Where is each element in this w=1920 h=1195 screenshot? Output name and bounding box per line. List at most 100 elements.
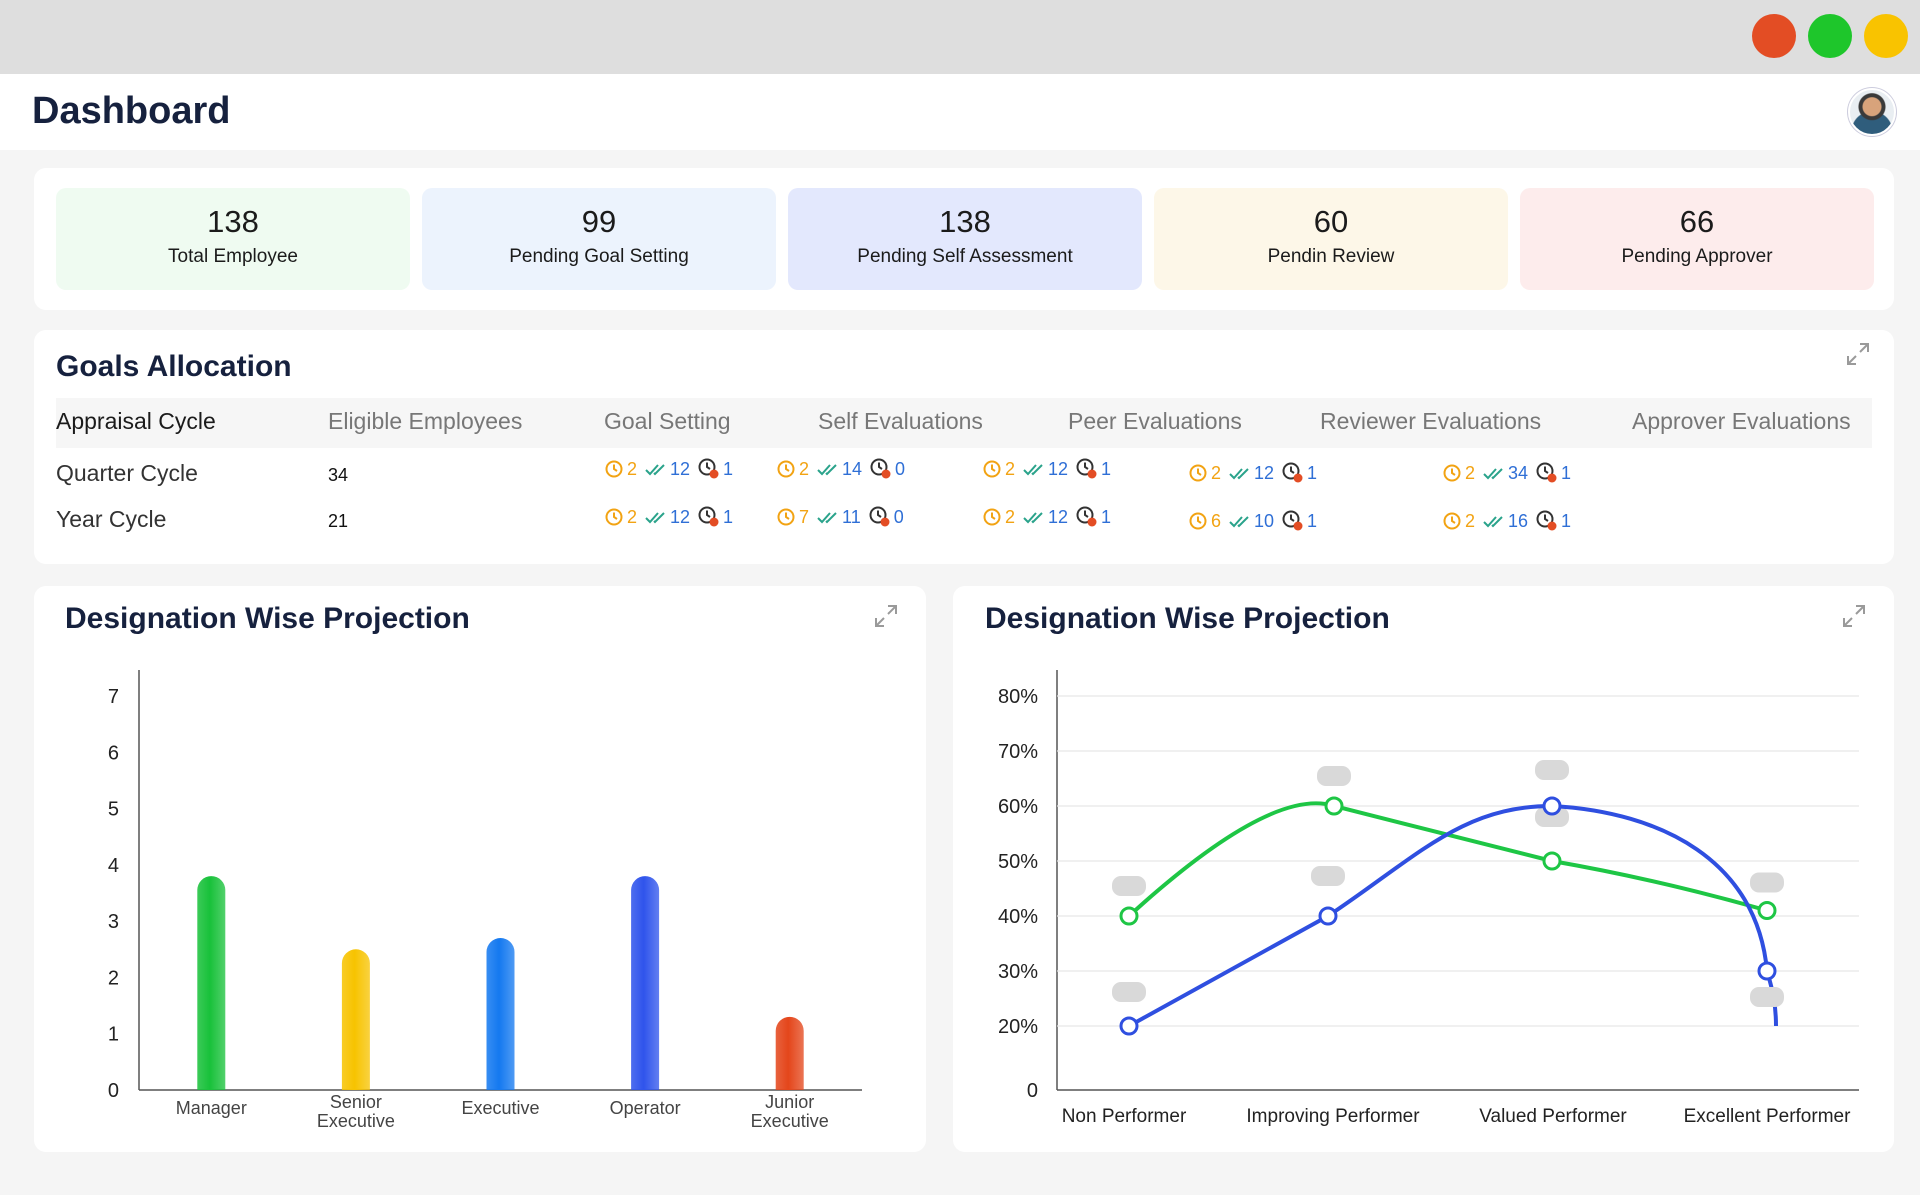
close-window-button[interactable] xyxy=(1752,14,1796,58)
expand-icon[interactable] xyxy=(872,602,900,630)
data-point[interactable] xyxy=(1542,796,1562,816)
line-chart-title: Designation Wise Projection xyxy=(985,602,1390,635)
stats-panel: 138 Total Employee 99 Pending Goal Setti… xyxy=(34,168,1894,310)
data-point[interactable] xyxy=(1542,851,1562,871)
stage-status-cell[interactable]: 2 12 1 xyxy=(604,506,733,528)
data-point[interactable] xyxy=(1318,906,1338,926)
stage-status-cell[interactable]: 2 14 0 xyxy=(776,458,905,480)
stat-card-pending-self-assessment[interactable]: 138 Pending Self Assessment xyxy=(788,188,1142,290)
stat-value: 60 xyxy=(1313,204,1349,239)
x-category-label: Improving Performer xyxy=(1246,1106,1420,1127)
done-count: 12 xyxy=(1048,458,1069,479)
status-group: 1 xyxy=(1536,462,1571,484)
bar[interactable] xyxy=(197,876,226,1090)
data-point[interactable] xyxy=(1119,1016,1139,1036)
y-tick-label: 7 xyxy=(108,686,119,708)
x-category-label: Manager xyxy=(176,1098,247,1118)
column-header: Approver Evaluations xyxy=(1632,408,1851,434)
x-category-label: Junior xyxy=(765,1092,814,1112)
stat-card-pending-review[interactable]: 60 Pendin Review xyxy=(1154,188,1508,290)
value-label-placeholder xyxy=(1750,987,1784,1007)
status-group: 2 xyxy=(982,459,1015,480)
value-label-placeholder xyxy=(1535,760,1569,780)
user-avatar[interactable] xyxy=(1848,88,1896,136)
done-count: 14 xyxy=(842,458,863,479)
bar[interactable] xyxy=(631,876,660,1090)
stat-value: 66 xyxy=(1679,204,1715,239)
status-group: 16 xyxy=(1483,511,1528,532)
stage-status-cell[interactable]: 2 16 1 xyxy=(1442,510,1571,532)
status-group: 12 xyxy=(1229,463,1274,484)
status-group: 12 xyxy=(645,507,690,528)
clock-icon xyxy=(982,507,1002,527)
stat-card-pending-approver[interactable]: 66 Pending Approver xyxy=(1520,188,1874,290)
stat-value: 99 xyxy=(581,204,617,239)
value-label-placeholder xyxy=(1112,982,1146,1002)
stage-status-cell[interactable]: 2 12 1 xyxy=(604,458,733,480)
data-point[interactable] xyxy=(1119,906,1139,926)
appraisal-cycle-name: Year Cycle xyxy=(56,506,167,532)
clock-x-icon xyxy=(869,506,891,528)
bar[interactable] xyxy=(486,938,515,1090)
stage-status-cell[interactable]: 2 12 1 xyxy=(982,506,1111,528)
y-tick-label: 70% xyxy=(998,741,1038,763)
x-category-label: Operator xyxy=(610,1098,681,1118)
stat-label: Pendin Review xyxy=(1267,246,1395,267)
stage-status-cell[interactable]: 6 10 1 xyxy=(1188,510,1317,532)
x-category-label: Senior xyxy=(330,1092,382,1112)
clock-x-icon xyxy=(1536,462,1558,484)
y-tick-label: 0 xyxy=(1027,1080,1038,1102)
clock-x-icon xyxy=(1076,458,1098,480)
status-group: 1 xyxy=(1076,458,1111,480)
stat-card-total-employee[interactable]: 138 Total Employee xyxy=(56,188,410,290)
rejected-count: 1 xyxy=(1101,458,1112,479)
done-count: 12 xyxy=(670,458,691,479)
bar[interactable] xyxy=(775,1016,804,1090)
stage-status-cell[interactable]: 2 12 1 xyxy=(1188,462,1317,484)
column-header: Reviewer Evaluations xyxy=(1320,408,1542,434)
minimize-window-button[interactable] xyxy=(1864,14,1908,58)
clock-x-icon xyxy=(1282,462,1304,484)
y-tick-label: 60% xyxy=(998,796,1038,818)
pending-count: 2 xyxy=(1465,462,1476,483)
y-tick-label: 80% xyxy=(998,686,1038,708)
data-point[interactable] xyxy=(1757,961,1777,981)
appraisal-cycle-name: Quarter Cycle xyxy=(56,460,198,486)
y-tick-label: 3 xyxy=(108,911,119,933)
status-group: 2 xyxy=(982,507,1015,528)
stat-label: Pending Approver xyxy=(1621,246,1773,267)
stat-card-pending-goal-setting[interactable]: 99 Pending Goal Setting xyxy=(422,188,776,290)
x-category-label: Valued Performer xyxy=(1479,1106,1627,1127)
y-tick-label: 5 xyxy=(108,799,119,821)
status-group: 1 xyxy=(698,506,733,528)
y-tick-label: 1 xyxy=(108,1024,119,1046)
status-group: 2 xyxy=(1442,463,1475,484)
series-line xyxy=(1127,801,1768,918)
designation-bar-chart-panel: Designation Wise Projection 0 1 2 3 4 5 6 7 Mana… xyxy=(34,586,926,1152)
value-label-placeholder xyxy=(1112,876,1146,896)
bar[interactable] xyxy=(341,949,370,1090)
status-group: 12 xyxy=(1023,507,1068,528)
status-group: 0 xyxy=(870,458,905,480)
status-group: 14 xyxy=(817,459,862,480)
stage-status-cell[interactable]: 2 12 1 xyxy=(982,458,1111,480)
goals-table: Appraisal Cycle Eligible Employees Goal … xyxy=(56,398,1872,548)
data-point[interactable] xyxy=(1757,901,1777,920)
clock-icon xyxy=(604,507,624,527)
maximize-window-button[interactable] xyxy=(1808,14,1852,58)
status-group: 2 xyxy=(604,459,637,480)
status-group: 1 xyxy=(1282,510,1317,532)
value-label-placeholder xyxy=(1750,872,1784,893)
data-point[interactable] xyxy=(1324,796,1344,816)
rejected-count: 1 xyxy=(1307,510,1318,531)
expand-icon[interactable] xyxy=(1844,340,1872,368)
designation-line-chart-panel: Designation Wise Projection 0 20% 30% 40% 50… xyxy=(953,586,1894,1152)
expand-icon[interactable] xyxy=(1840,602,1868,630)
clock-icon xyxy=(1442,463,1462,483)
stage-status-cell[interactable]: 2 34 1 xyxy=(1442,462,1571,484)
y-tick-label: 40% xyxy=(998,906,1038,928)
x-category-label: Non Performer xyxy=(1062,1106,1187,1127)
y-tick-label: 50% xyxy=(998,851,1038,873)
clock-x-icon xyxy=(1076,506,1098,528)
stage-status-cell[interactable]: 7 11 0 xyxy=(776,506,904,528)
